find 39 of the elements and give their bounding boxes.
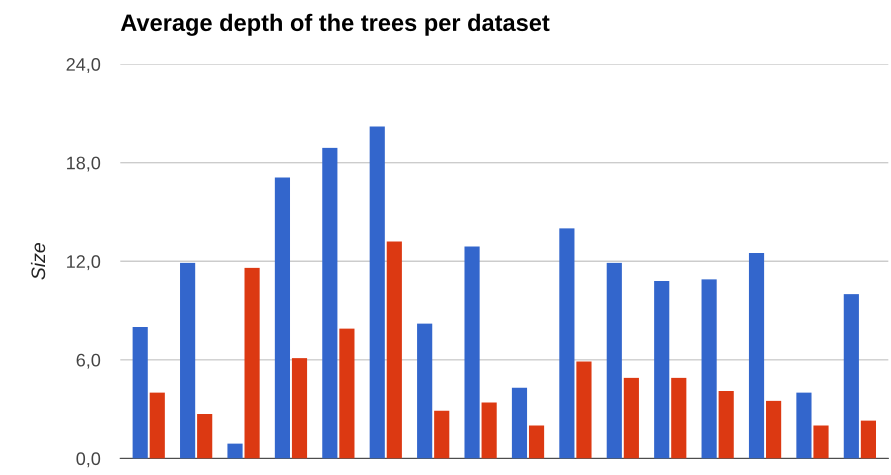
y-tick-label: 12,0 bbox=[67, 255, 100, 270]
bar bbox=[180, 262, 196, 458]
bar bbox=[512, 388, 528, 458]
bar bbox=[482, 402, 497, 458]
y-tick-label: 0,0 bbox=[76, 452, 100, 468]
bar bbox=[748, 253, 764, 458]
bar bbox=[718, 391, 734, 458]
bar bbox=[227, 444, 243, 458]
y-tick-label: 24,0 bbox=[66, 58, 100, 73]
bar bbox=[559, 228, 574, 458]
bar bbox=[671, 378, 686, 458]
bar bbox=[796, 392, 812, 458]
bar bbox=[274, 177, 290, 458]
bar bbox=[606, 262, 622, 458]
bar bbox=[702, 279, 717, 458]
bar bbox=[654, 280, 670, 458]
bar bbox=[860, 420, 876, 458]
bar bbox=[844, 294, 859, 458]
bar bbox=[150, 392, 165, 458]
bar bbox=[322, 148, 338, 458]
y-tick-label: 18,0 bbox=[67, 156, 100, 172]
bar bbox=[370, 126, 385, 458]
bar bbox=[624, 378, 639, 458]
bar bbox=[132, 326, 148, 458]
y-tick-label: 6,0 bbox=[76, 354, 100, 369]
bar bbox=[244, 268, 260, 458]
bar bbox=[339, 328, 354, 458]
bar bbox=[464, 246, 480, 458]
bar bbox=[386, 242, 402, 458]
bar bbox=[813, 426, 829, 458]
bar bbox=[417, 324, 432, 458]
y-axis-title: Size bbox=[30, 243, 46, 280]
chart-title: Average depth of the trees per dataset bbox=[120, 14, 550, 36]
bar bbox=[576, 361, 592, 458]
bar bbox=[292, 358, 308, 458]
bar bbox=[766, 400, 782, 458]
bar bbox=[528, 426, 544, 458]
bar bbox=[197, 414, 212, 458]
bar bbox=[434, 410, 450, 458]
